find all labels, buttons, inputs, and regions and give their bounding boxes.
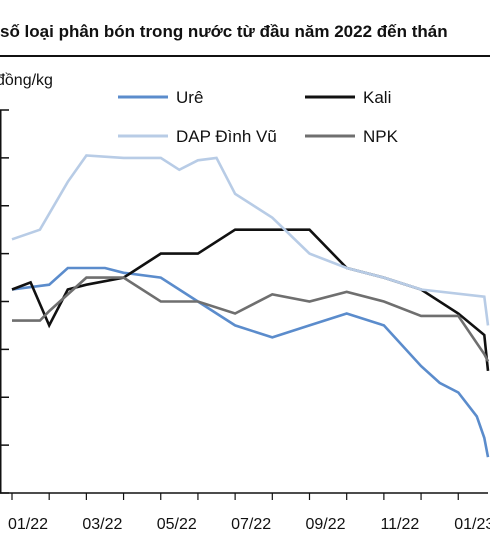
series-line-0 (11, 266, 490, 458)
x-tick-label: 07/22 (231, 516, 271, 533)
x-tick-label: 01/23 (454, 516, 490, 533)
y-axis (0, 109, 9, 494)
chart-title: số loại phân bón trong nước từ đầu năm 2… (0, 22, 448, 41)
legend-label: NPK (363, 127, 399, 146)
x-tick-label: 01/22 (8, 516, 48, 533)
legend-label: DAP Đình Vũ (176, 127, 277, 146)
x-tick-label: 11/22 (380, 516, 419, 533)
x-tick-label: 09/22 (305, 516, 345, 533)
series-line-3 (12, 276, 490, 362)
series-layer (11, 154, 490, 458)
legend-label: Kali (363, 88, 391, 107)
x-axis: 01/22 03/22 05/22 07/22 09/22 11/22 01/23 (0, 492, 490, 533)
series-line-2 (11, 154, 490, 326)
series-line-1 (11, 228, 490, 372)
y-axis-unit-label: đồng/kg (0, 72, 53, 89)
x-tick-label: 05/22 (157, 516, 197, 533)
legend-label: Urê (176, 88, 203, 107)
legend: Urê Kali DAP Đình Vũ NPK (118, 88, 399, 146)
x-tick-label: 03/22 (82, 516, 122, 533)
title-divider (0, 55, 490, 57)
